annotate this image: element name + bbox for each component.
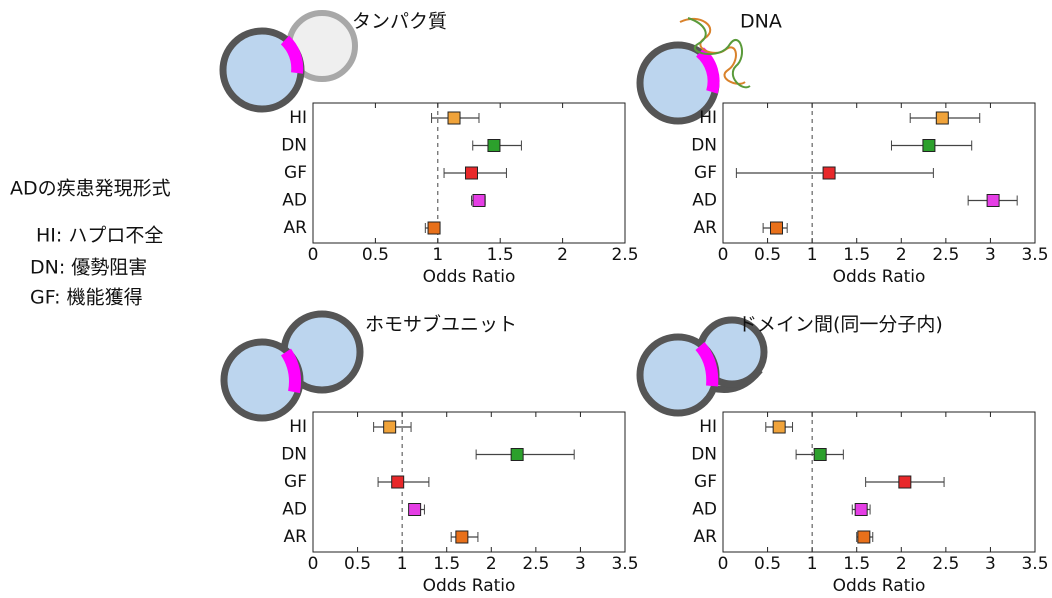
- icon-homo: [224, 314, 360, 418]
- y-tick-label: DN: [691, 445, 717, 465]
- point: [511, 449, 523, 461]
- x-tick-label: 2: [896, 554, 907, 574]
- point: [773, 421, 785, 433]
- x-tick-label: 3: [985, 245, 996, 265]
- x-tick-label: 2: [896, 245, 907, 265]
- y-tick-label: DN: [281, 445, 307, 465]
- x-tick-label: 2: [486, 554, 497, 574]
- point: [858, 531, 870, 543]
- x-tick-label: 0.5: [362, 245, 389, 265]
- note-item: GF: 機能獲得: [30, 287, 143, 309]
- x-tick-label: 2.5: [932, 554, 959, 574]
- x-tick-label: 1.5: [843, 245, 870, 265]
- x-tick-label: 2: [557, 245, 568, 265]
- figure: ADの疾患発現形式 HI: ハプロ不全 DN: 優勢阻害 GF: 機能獲得 タン…: [0, 0, 1052, 598]
- x-tick-label: 3: [985, 554, 996, 574]
- point: [899, 476, 911, 488]
- y-tick-label: GF: [284, 163, 307, 183]
- point: [823, 167, 835, 179]
- x-tick-label: 1: [432, 245, 443, 265]
- y-tick-label: AR: [284, 527, 308, 547]
- point: [384, 421, 396, 433]
- y-tick-label: AD: [692, 191, 717, 211]
- point: [473, 195, 485, 207]
- y-tick-label: AD: [282, 500, 307, 520]
- point: [770, 222, 782, 234]
- panel-title: DNA: [740, 11, 782, 33]
- point: [814, 449, 826, 461]
- point: [855, 504, 867, 516]
- y-tick-label: AR: [694, 527, 718, 547]
- x-tick-label: 3.5: [1021, 245, 1048, 265]
- y-tick-label: HI: [289, 108, 307, 128]
- x-tick-label: 0: [718, 245, 729, 265]
- note-title: ADの疾患発現形式: [10, 178, 171, 200]
- plot-frame: [313, 412, 625, 552]
- x-tick-label: 2.5: [932, 245, 959, 265]
- x-tick-label: 2.5: [611, 245, 638, 265]
- y-tick-label: AD: [282, 191, 307, 211]
- x-tick-label: 3: [575, 554, 586, 574]
- x-tick-label: 1.5: [433, 554, 460, 574]
- y-tick-label: GF: [284, 472, 307, 492]
- panel-title: ドメイン間(同一分子内): [738, 314, 943, 336]
- y-tick-label: HI: [289, 417, 307, 437]
- point: [392, 476, 404, 488]
- y-tick-label: HI: [699, 108, 717, 128]
- point: [428, 222, 440, 234]
- x-axis-label: Odds Ratio: [833, 576, 926, 596]
- x-tick-label: 1: [807, 245, 818, 265]
- x-tick-label: 1.5: [843, 554, 870, 574]
- point: [448, 112, 460, 124]
- x-tick-label: 1.5: [487, 245, 514, 265]
- point: [987, 195, 999, 207]
- y-tick-label: DN: [281, 136, 307, 156]
- x-tick-label: 1: [807, 554, 818, 574]
- panel-title: タンパク質: [352, 11, 447, 33]
- icon-dna: [640, 18, 750, 121]
- x-axis-label: Odds Ratio: [423, 576, 516, 596]
- x-tick-label: 3.5: [1021, 554, 1048, 574]
- x-tick-label: 3.5: [611, 554, 638, 574]
- y-tick-label: AR: [694, 218, 718, 238]
- x-tick-label: 0.5: [754, 245, 781, 265]
- y-tick-label: HI: [699, 417, 717, 437]
- y-tick-label: DN: [691, 136, 717, 156]
- y-tick-label: GF: [694, 163, 717, 183]
- point: [488, 140, 500, 152]
- x-tick-label: 0: [308, 245, 319, 265]
- y-tick-label: AD: [692, 500, 717, 520]
- point: [409, 504, 421, 516]
- x-tick-label: 0: [718, 554, 729, 574]
- point: [936, 112, 948, 124]
- point: [923, 140, 935, 152]
- point: [456, 531, 468, 543]
- y-tick-label: AR: [284, 218, 308, 238]
- x-tick-label: 0.5: [754, 554, 781, 574]
- x-axis-label: Odds Ratio: [423, 267, 516, 287]
- icon-protein: [223, 13, 355, 109]
- note-item: DN: 優勢阻害: [30, 257, 147, 279]
- panel-title: ホモサブユニット: [365, 313, 517, 336]
- note-item: HI: ハプロ不全: [36, 225, 163, 247]
- x-axis-label: Odds Ratio: [833, 267, 926, 287]
- y-tick-label: GF: [694, 472, 717, 492]
- x-tick-label: 1: [397, 554, 408, 574]
- point: [465, 167, 477, 179]
- x-tick-label: 2.5: [522, 554, 549, 574]
- x-tick-label: 0.5: [344, 554, 371, 574]
- x-tick-label: 0: [308, 554, 319, 574]
